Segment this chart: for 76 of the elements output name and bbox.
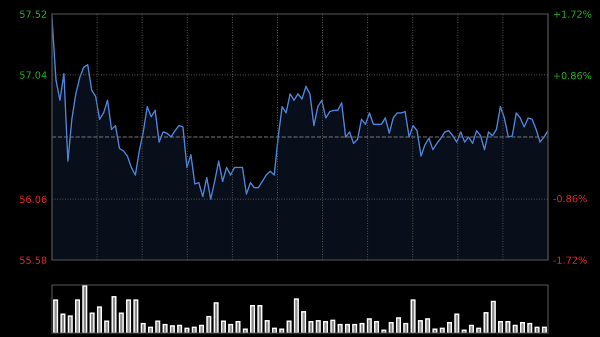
bar	[462, 329, 467, 333]
y-tick-label: 55.58	[20, 256, 46, 264]
bar	[418, 320, 423, 333]
bar	[403, 322, 408, 333]
bar	[214, 302, 219, 333]
y-tick-label: 56.06	[20, 196, 47, 203]
bar	[534, 326, 540, 333]
bar	[286, 320, 292, 333]
bar	[82, 285, 88, 333]
y2-tick-label: -1.72%	[553, 256, 587, 264]
bar	[308, 321, 314, 333]
bar	[542, 326, 547, 333]
bar	[184, 328, 190, 333]
y-tick-label: 57.52	[20, 10, 46, 18]
bar	[294, 298, 299, 333]
bar	[192, 326, 197, 333]
bar	[301, 311, 306, 333]
y2-tick-label: +0.86%	[554, 72, 592, 80]
bar	[505, 321, 510, 333]
bar	[344, 324, 350, 333]
bar	[257, 305, 262, 333]
bar	[476, 328, 482, 333]
bar	[242, 328, 248, 333]
bar	[381, 329, 386, 333]
bar	[352, 324, 358, 333]
bar	[264, 320, 270, 333]
bar	[133, 299, 138, 333]
bar	[170, 325, 175, 333]
bar	[374, 321, 380, 333]
bar	[177, 324, 182, 333]
bar	[425, 318, 430, 333]
bar	[126, 299, 132, 333]
bar	[206, 316, 212, 333]
bar	[279, 328, 284, 333]
bar	[53, 299, 58, 333]
bar	[396, 317, 401, 333]
bar	[155, 320, 160, 333]
bar	[199, 324, 204, 333]
bar	[490, 300, 496, 333]
bar	[454, 313, 460, 333]
bar	[498, 321, 504, 333]
bar	[104, 320, 110, 333]
bar	[162, 324, 168, 333]
bar	[512, 324, 518, 333]
bar	[96, 306, 102, 333]
bar	[60, 313, 66, 333]
y2-tick-label: +1.72%	[554, 10, 592, 18]
y-tick-label: 57.04	[20, 71, 47, 79]
bar	[316, 320, 321, 333]
bar	[527, 322, 532, 333]
bar	[330, 320, 336, 333]
bar	[323, 321, 328, 333]
bar	[366, 318, 372, 333]
bar	[228, 324, 234, 333]
bar	[220, 320, 226, 333]
bar	[468, 324, 474, 333]
bar	[447, 322, 452, 333]
bar	[90, 312, 95, 333]
bar	[440, 328, 445, 333]
bar	[520, 322, 525, 333]
bar	[148, 326, 153, 333]
bar	[75, 299, 80, 333]
bar	[250, 305, 256, 333]
bar	[359, 322, 365, 333]
y2-tick-label: -0.86%	[553, 194, 587, 202]
bar	[111, 296, 117, 333]
bar	[140, 322, 146, 333]
bar	[235, 321, 241, 333]
bar	[410, 299, 416, 333]
bar	[388, 322, 394, 333]
bar	[118, 312, 124, 333]
bar	[432, 328, 438, 333]
bar	[338, 324, 343, 333]
bar	[68, 315, 73, 333]
bar	[272, 328, 277, 333]
bar	[483, 312, 489, 333]
